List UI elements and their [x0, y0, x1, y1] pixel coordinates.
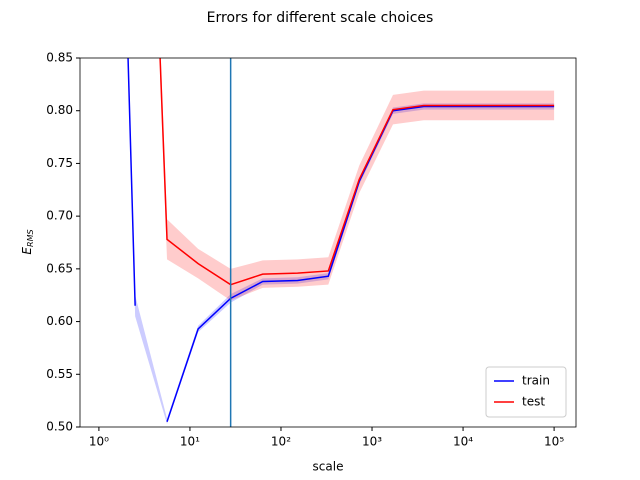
y-tick-label: 0.65	[46, 261, 73, 275]
y-tick-label: 0.60	[46, 314, 73, 328]
y-axis-label: ERMS	[20, 229, 35, 254]
y-label-base: E	[20, 247, 34, 255]
x-tick-label: 10³	[362, 435, 382, 449]
x-tick-label: 10²	[271, 435, 291, 449]
legend-label: train	[522, 374, 550, 388]
x-tick-label: 10⁴	[453, 435, 473, 449]
y-tick-label: 0.75	[46, 156, 73, 170]
x-tick-label: 10⁰	[89, 435, 109, 449]
y-label-sub: RMS	[26, 229, 35, 247]
legend-label: test	[522, 395, 545, 409]
series-line	[127, 58, 555, 422]
plot-area	[127, 58, 555, 424]
chart-title: Errors for different scale choices	[207, 10, 434, 26]
x-tick-label: 10⁵	[544, 435, 564, 449]
y-tick-label: 0.70	[46, 209, 73, 223]
x-axis-label: scale	[313, 460, 344, 474]
x-tick-label: 10¹	[180, 435, 200, 449]
legend-box	[485, 366, 567, 418]
y-tick-label: 0.50	[46, 420, 73, 434]
axes-frame	[79, 57, 577, 428]
y-tick-label: 0.55	[46, 367, 73, 381]
series-line	[159, 58, 555, 286]
error-band	[160, 58, 555, 301]
y-tick-label: 0.85	[46, 51, 73, 65]
y-tick-label: 0.80	[46, 103, 73, 117]
